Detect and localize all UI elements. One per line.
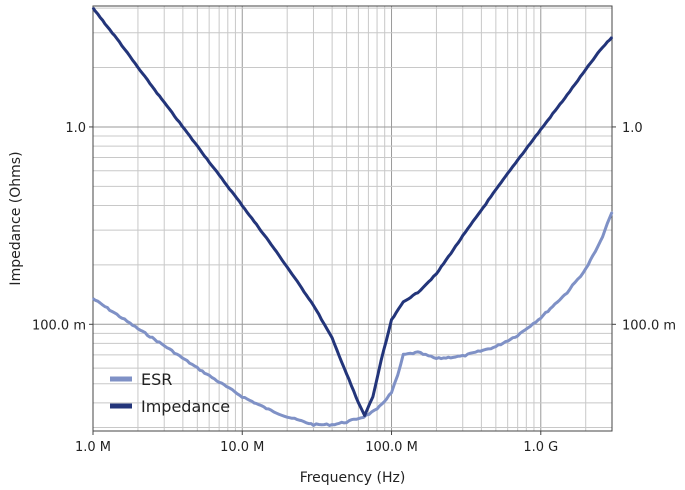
legend: ESR Impedance: [110, 370, 230, 416]
series-group: [91, 6, 614, 427]
data-point-impedance: [118, 41, 121, 43]
series-line-esr: [92, 211, 614, 427]
data-point-impedance: [540, 128, 542, 131]
data-point-impedance: [218, 174, 220, 176]
plot-area-frame: [92, 5, 613, 432]
legend-label-esr: ESR: [141, 370, 172, 389]
data-point-impedance: [163, 101, 165, 104]
data-point-esr: [611, 211, 613, 213]
data-point-esr: [402, 354, 405, 356]
data-point-impedance: [345, 373, 348, 375]
data-point-esr: [435, 357, 438, 360]
data-point-impedance: [516, 159, 519, 161]
data-point-esr: [390, 391, 393, 394]
data-point-impedance: [495, 189, 497, 191]
axis-ticks: 1.0 M 10.0 M 100.0 M 1.0 G 100.0 m 100.0 m 1.0…: [32, 121, 676, 455]
data-point-esr: [376, 408, 378, 411]
data-point-impedance: [390, 319, 393, 321]
data-point-impedance: [372, 395, 374, 398]
data-point-esr: [584, 268, 587, 271]
x-tick-label: 10.0 M: [220, 440, 264, 455]
data-point-esr: [495, 345, 497, 348]
data-point-impedance: [461, 235, 464, 237]
data-point-esr: [267, 408, 270, 411]
y-tick-label-left: 100.0 m: [32, 318, 86, 333]
data-point-esr: [196, 367, 199, 369]
grid-lines: [92, 6, 613, 431]
data-point-esr: [566, 291, 568, 294]
data-point-esr: [218, 381, 220, 383]
data-point-impedance: [196, 145, 199, 147]
data-point-impedance: [357, 402, 360, 404]
data-point-impedance: [363, 414, 366, 417]
y-tick-label-right: 100.0 m: [622, 318, 676, 333]
data-point-esr: [345, 421, 348, 423]
data-point-esr: [92, 297, 94, 300]
y-axis-label: Impedance (Ohms): [8, 151, 24, 285]
data-point-esr: [118, 315, 121, 317]
data-point-impedance: [435, 273, 438, 275]
data-point-impedance: [380, 360, 382, 363]
data-point-impedance: [584, 68, 587, 71]
data-point-impedance: [417, 291, 419, 294]
data-point-impedance: [611, 36, 613, 38]
x-tick-label: 100.0 M: [365, 440, 418, 455]
data-point-esr: [331, 423, 333, 426]
data-point-esr: [417, 351, 419, 354]
data-point-esr: [163, 344, 165, 347]
y-tick-label-right: 1.0: [622, 121, 643, 136]
x-tick-label: 1.0 G: [523, 440, 558, 455]
x-axis-label: Frequency (Hz): [300, 470, 406, 486]
data-point-esr: [312, 423, 315, 426]
data-point-esr: [540, 316, 542, 319]
x-tick-label: 1.0 M: [75, 440, 111, 455]
y-tick-label-left: 1.0: [65, 121, 86, 136]
data-point-impedance: [286, 266, 289, 268]
data-point-esr: [137, 327, 139, 330]
data-point-esr: [286, 416, 289, 418]
data-point-esr: [241, 395, 244, 398]
data-point-impedance: [312, 304, 315, 307]
data-point-impedance: [137, 66, 139, 69]
data-point-impedance: [599, 49, 601, 51]
data-point-impedance: [241, 204, 244, 207]
data-point-esr: [461, 355, 464, 357]
data-point-impedance: [267, 240, 270, 242]
data-point-impedance: [331, 337, 333, 340]
data-point-impedance: [402, 301, 405, 303]
legend-label-impedance: Impedance: [141, 397, 230, 416]
data-point-impedance: [566, 94, 568, 96]
data-point-esr: [599, 241, 601, 244]
series-line-impedance: [91, 6, 614, 417]
data-point-impedance: [92, 7, 94, 9]
data-point-esr: [396, 374, 399, 377]
data-point-esr: [516, 334, 519, 337]
